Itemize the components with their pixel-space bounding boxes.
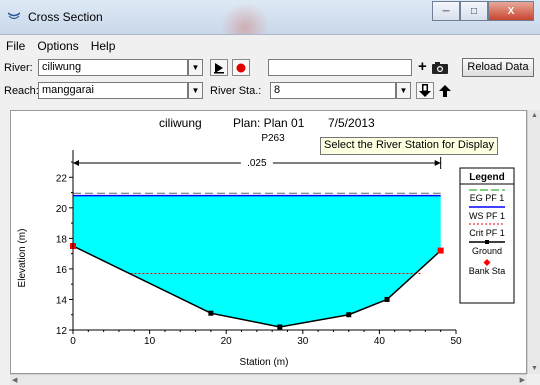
legend-item-crit: Crit PF 1 bbox=[469, 228, 505, 238]
legend-item-eg: EG PF 1 bbox=[470, 193, 505, 203]
ground-line bbox=[72, 245, 442, 328]
record-icon bbox=[236, 63, 246, 72]
ground-point bbox=[384, 296, 390, 302]
menu-file[interactable]: File bbox=[6, 39, 26, 53]
horizontal-scrollbar[interactable]: ◀ ▶ bbox=[10, 374, 527, 385]
y-tick-label: 20 bbox=[56, 204, 68, 215]
x-axis-label: Station (m) bbox=[240, 357, 289, 368]
river-select[interactable]: ciliwung bbox=[38, 59, 188, 76]
minimize-button[interactable]: ─ bbox=[432, 1, 460, 21]
up-arrow-icon bbox=[439, 84, 451, 97]
ground-point bbox=[208, 310, 214, 316]
camera-icon[interactable] bbox=[431, 61, 449, 75]
ground-point bbox=[277, 324, 283, 330]
title-decoration bbox=[215, 0, 275, 34]
chart-subtitle: P263 bbox=[261, 133, 285, 144]
record-button[interactable] bbox=[232, 59, 250, 76]
n-value-label-bg bbox=[240, 156, 273, 168]
add-icon[interactable]: + bbox=[418, 58, 427, 75]
cross-section-plot: ciliwung Plan: Plan 01 7/5/2013 P263 .02… bbox=[10, 110, 527, 374]
legend-title: Legend bbox=[469, 172, 505, 183]
x-tick-label: 0 bbox=[70, 336, 76, 347]
water-fill bbox=[73, 195, 441, 327]
window-title: Cross Section bbox=[28, 10, 103, 24]
chart-header-plan: Plan: Plan 01 bbox=[233, 116, 305, 130]
next-station-button[interactable] bbox=[416, 82, 434, 99]
down-arrow-icon bbox=[419, 83, 431, 97]
vertical-scrollbar[interactable]: ▲ ▼ bbox=[527, 110, 540, 374]
legend-item-ws: WS PF 1 bbox=[469, 211, 505, 221]
legend: Legend EG PF 1 WS PF 1 Crit PF 1 Ground … bbox=[459, 167, 515, 304]
x-tick-label: 10 bbox=[144, 336, 156, 347]
y-tick-label: 14 bbox=[56, 295, 68, 306]
menu-help[interactable]: Help bbox=[90, 39, 116, 53]
window-controls: ─ □ X bbox=[432, 1, 534, 21]
reach-dropdown-button[interactable]: ▼ bbox=[188, 82, 203, 99]
title-bar: Cross Section ─ □ X bbox=[0, 0, 540, 35]
x-tick-label: 50 bbox=[450, 336, 462, 347]
legend-item-ground: Ground bbox=[472, 246, 502, 256]
cross-section-icon bbox=[8, 12, 20, 20]
river-dropdown-button[interactable]: ▼ bbox=[188, 59, 203, 76]
reach-row: Reach: manggarai ▼ River Sta.: 8 ▼ bbox=[0, 81, 540, 103]
n-value-label: .025 bbox=[247, 158, 267, 169]
bank-station-marker bbox=[437, 247, 444, 254]
maximize-button[interactable]: □ bbox=[460, 1, 488, 21]
y-tick-label: 18 bbox=[56, 234, 68, 245]
river-station-tooltip: Select the River Station for Display bbox=[320, 137, 498, 155]
scroll-right-icon[interactable]: ▶ bbox=[519, 377, 525, 384]
x-tick-label: 20 bbox=[221, 336, 233, 347]
n-value-left-arrow bbox=[73, 160, 79, 166]
play-button[interactable] bbox=[210, 59, 228, 76]
previous-station-button[interactable] bbox=[436, 82, 454, 99]
plot-layer: .025 bbox=[70, 156, 444, 330]
river-sta-select[interactable]: 8 bbox=[270, 82, 396, 99]
play-icon bbox=[214, 62, 224, 73]
y-tick-label: 16 bbox=[56, 265, 68, 276]
legend-item-bank-sta: Bank Sta bbox=[469, 266, 506, 276]
menu-options[interactable]: Options bbox=[37, 39, 79, 53]
axis-layer: 0 10 20 30 40 50 12 14 16 18 20 22 bbox=[56, 150, 462, 347]
chevron-down-icon: ▼ bbox=[191, 63, 200, 72]
y-tick-label: 22 bbox=[56, 173, 68, 184]
chart-header-river: ciliwung bbox=[159, 116, 202, 130]
x-tick-label: 30 bbox=[297, 336, 309, 347]
chevron-down-icon: ▼ bbox=[191, 86, 200, 95]
cross-section-chart: ciliwung Plan: Plan 01 7/5/2013 P263 .02… bbox=[17, 116, 515, 368]
y-axis-label: Elevation (m) bbox=[17, 229, 28, 288]
river-sta-label: River Sta.: bbox=[210, 85, 262, 97]
river-label: River: bbox=[4, 62, 33, 74]
reach-select[interactable]: manggarai bbox=[38, 82, 188, 99]
chart-header-date: 7/5/2013 bbox=[328, 116, 375, 130]
close-button[interactable]: X bbox=[488, 1, 534, 21]
reach-label: Reach: bbox=[4, 85, 39, 97]
n-value-right-arrow bbox=[434, 160, 441, 166]
x-tick-label: 40 bbox=[374, 336, 386, 347]
reload-data-button[interactable]: Reload Data bbox=[462, 58, 534, 77]
y-tick-label: 12 bbox=[56, 326, 68, 337]
scroll-left-icon[interactable]: ◀ bbox=[12, 377, 18, 384]
river-sta-dropdown-button[interactable]: ▼ bbox=[396, 82, 411, 99]
scroll-up-icon[interactable]: ▲ bbox=[531, 112, 538, 119]
river-row: River: ciliwung ▼ + Reload Data bbox=[0, 58, 540, 80]
profile-field[interactable] bbox=[268, 59, 412, 76]
scroll-down-icon[interactable]: ▼ bbox=[531, 365, 538, 372]
menu-bar: File Options Help bbox=[0, 35, 540, 55]
chevron-down-icon: ▼ bbox=[399, 86, 408, 95]
ground-point bbox=[346, 312, 352, 318]
